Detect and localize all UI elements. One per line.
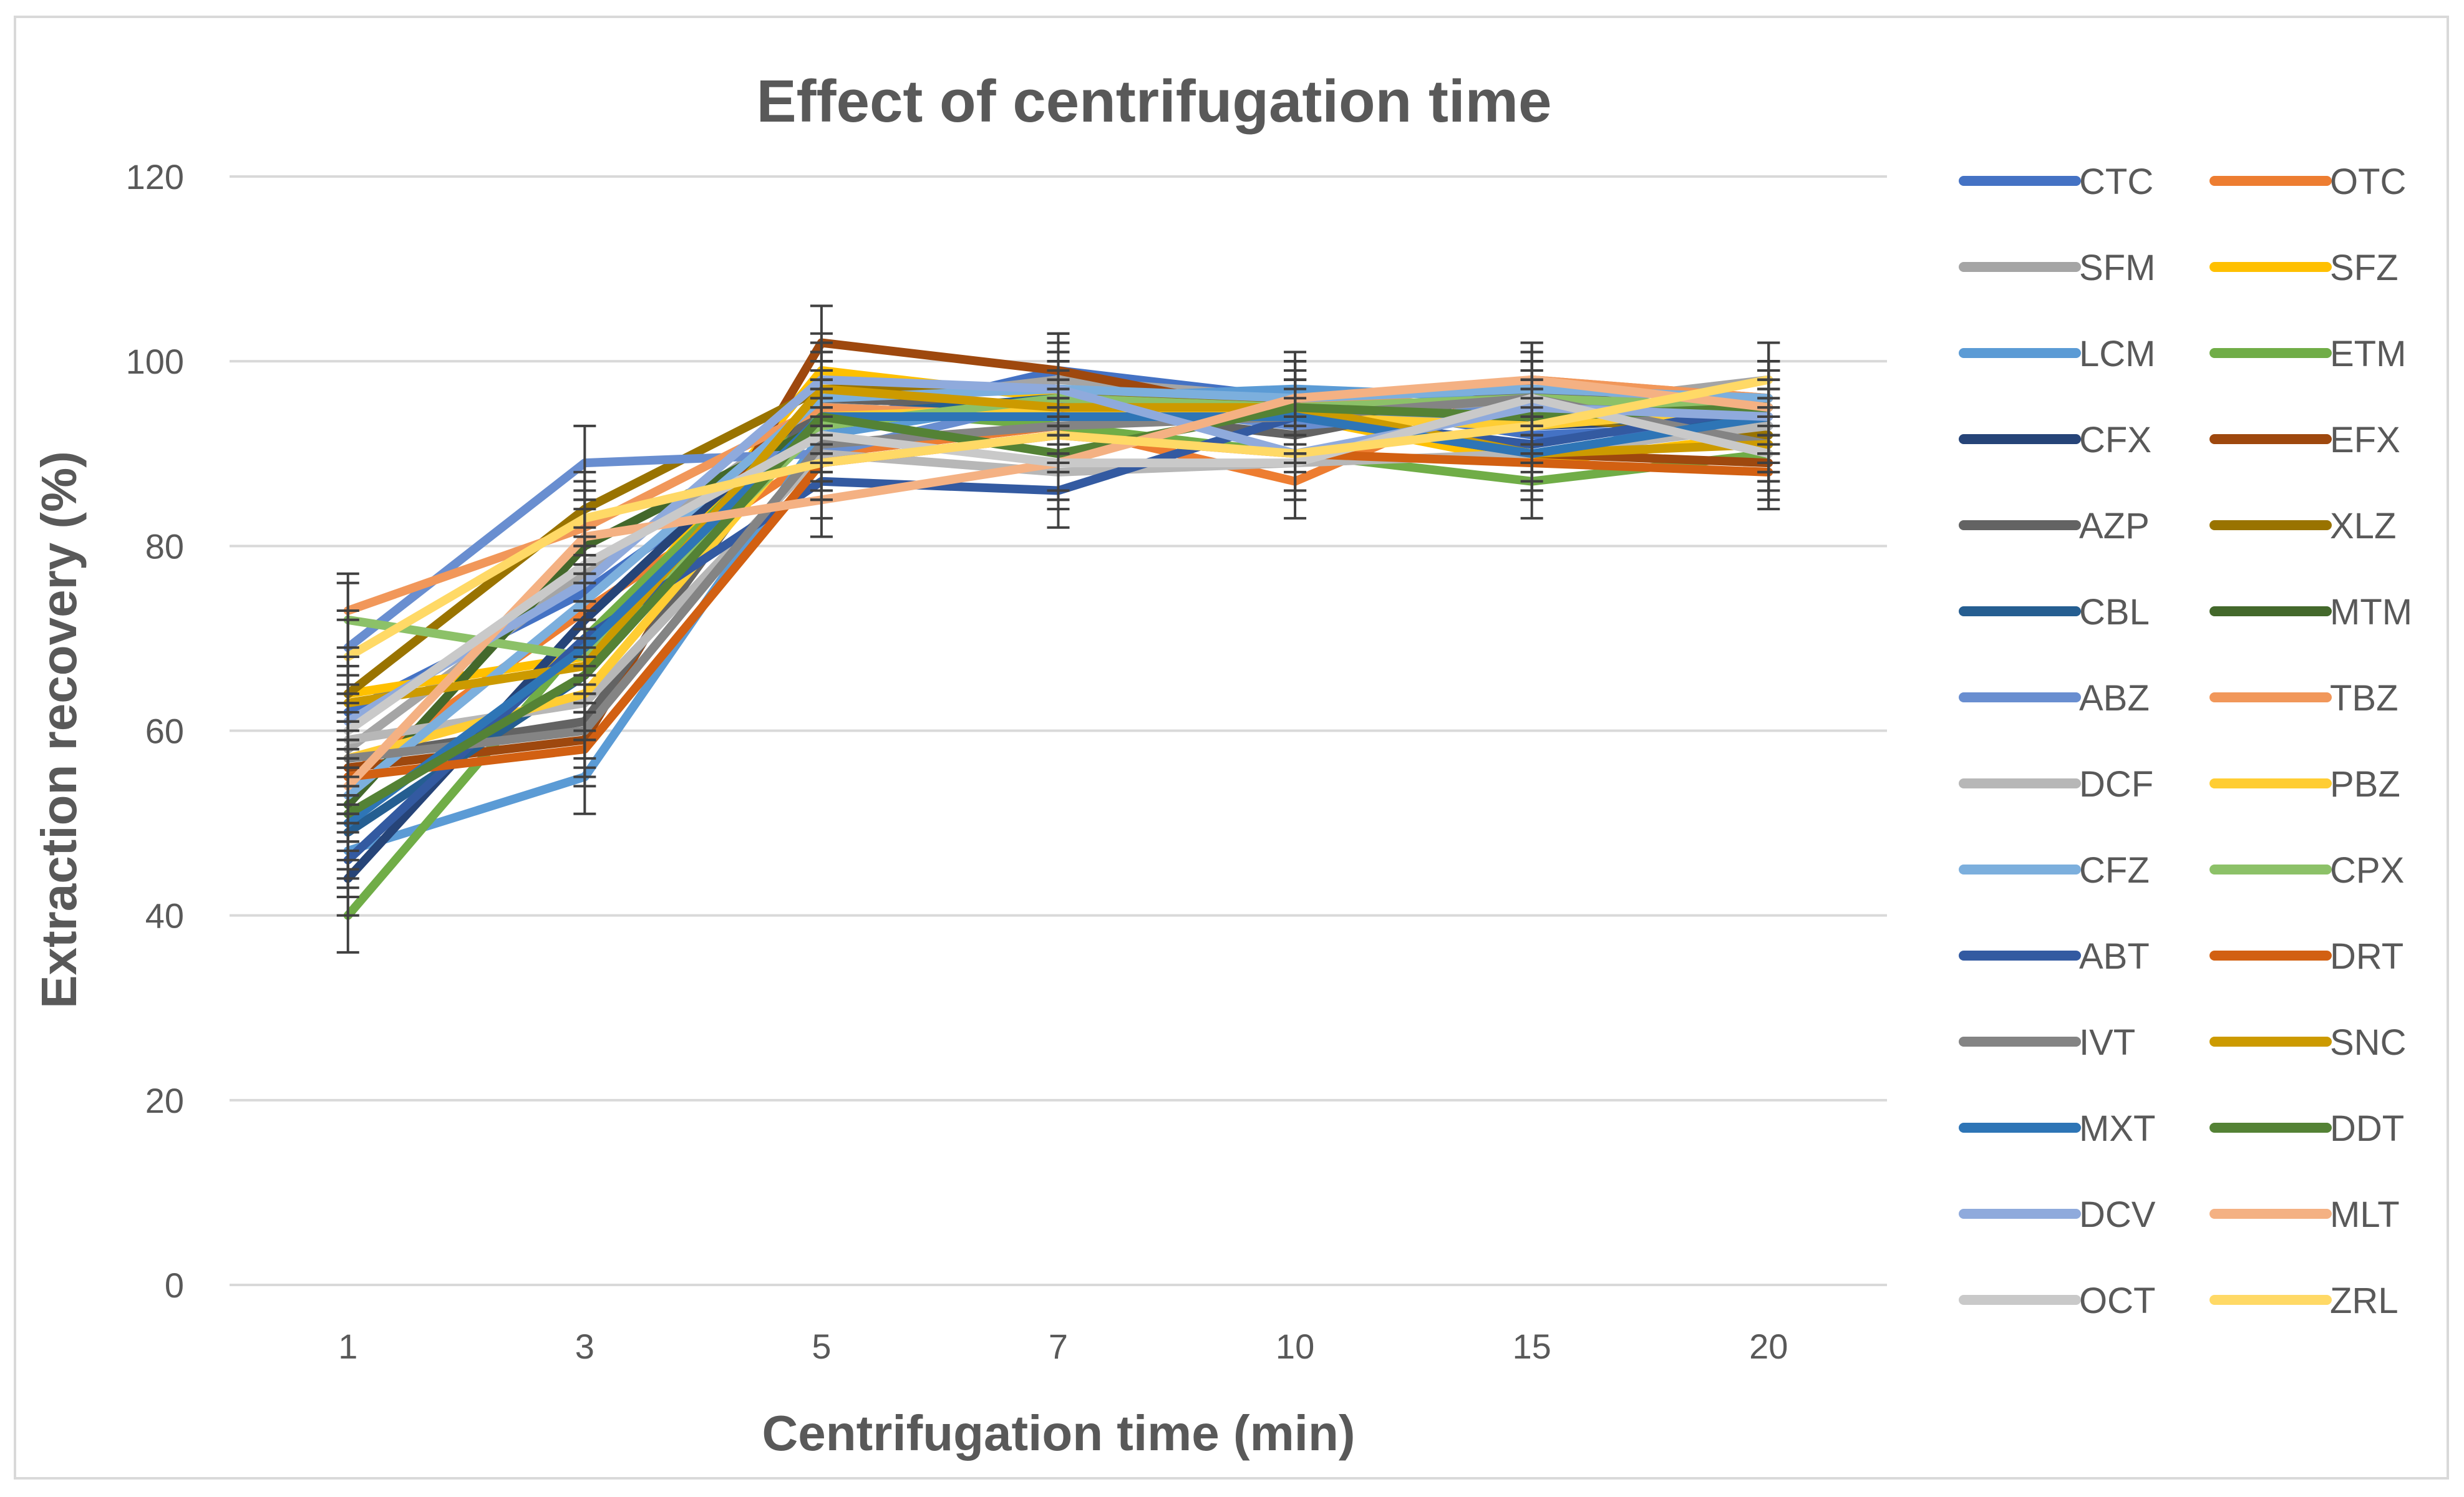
legend-item-dcf: DCF bbox=[1959, 764, 2153, 805]
error-bar bbox=[573, 637, 596, 714]
legend-item-cfx: CFX bbox=[1959, 420, 2151, 460]
legend-label: CTC bbox=[2079, 162, 2153, 202]
x-tick-label: 20 bbox=[1749, 1327, 1788, 1366]
legend-label: EFX bbox=[2330, 420, 2400, 460]
legend-label: OTC bbox=[2330, 162, 2406, 202]
legend-item-abz: ABZ bbox=[1959, 678, 2150, 719]
error-bar bbox=[573, 480, 596, 557]
chart-title: Effect of centrifugation time bbox=[757, 68, 1552, 135]
legend-item-mlt: MLT bbox=[2209, 1194, 2400, 1235]
error-bar bbox=[1284, 415, 1307, 492]
legend-label: SFZ bbox=[2330, 248, 2399, 288]
x-tick-label: 7 bbox=[1049, 1327, 1068, 1366]
y-tick-label: 40 bbox=[145, 896, 184, 936]
y-tick-label: 100 bbox=[126, 342, 184, 381]
legend-label: SNC bbox=[2330, 1022, 2406, 1063]
legend-item-snc: SNC bbox=[2209, 1022, 2406, 1063]
legend-item-cfz: CFZ bbox=[1959, 850, 2150, 891]
error-bar bbox=[1047, 397, 1070, 473]
x-axis-title: Centrifugation time (min) bbox=[762, 1405, 1355, 1461]
y-tick-label: 20 bbox=[145, 1081, 184, 1120]
legend-item-drt: DRT bbox=[2209, 936, 2403, 977]
error-bars bbox=[336, 304, 1780, 954]
legend-label: CPX bbox=[2330, 850, 2404, 891]
legend-item-ctc: CTC bbox=[1959, 162, 2153, 202]
legend-label: DCV bbox=[2079, 1194, 2156, 1235]
y-tick-label: 80 bbox=[145, 526, 184, 566]
legend-item-mtm: MTM bbox=[2209, 592, 2412, 632]
x-tick-label: 1 bbox=[338, 1327, 357, 1366]
legend-label: MTM bbox=[2330, 592, 2412, 632]
legend-label: CFX bbox=[2079, 420, 2151, 460]
legend-item-pbz: PBZ bbox=[2209, 764, 2400, 805]
legend-label: DRT bbox=[2330, 936, 2403, 977]
x-tick-label: 15 bbox=[1512, 1327, 1551, 1366]
legend-label: DCF bbox=[2079, 764, 2153, 805]
legend-label: XLZ bbox=[2330, 506, 2396, 546]
x-axis-ticks: 1 3 5 7 10 15 20 bbox=[338, 1327, 1788, 1366]
legend-item-sfm: SFM bbox=[1959, 248, 2155, 288]
legend-item-abt: ABT bbox=[1959, 936, 2150, 977]
x-tick-label: 10 bbox=[1276, 1327, 1314, 1366]
legend-item-etm: ETM bbox=[2209, 334, 2406, 374]
legend-label: MLT bbox=[2330, 1194, 2400, 1235]
error-bar bbox=[1520, 387, 1543, 465]
error-bar bbox=[810, 424, 833, 501]
legend-item-otc: OTC bbox=[2209, 162, 2406, 202]
legend-label: ZRL bbox=[2330, 1281, 2399, 1321]
y-tick-label: 120 bbox=[126, 157, 184, 196]
error-bar bbox=[1757, 341, 1780, 419]
legend-label: OCT bbox=[2079, 1281, 2155, 1321]
legend-label: ABZ bbox=[2079, 678, 2150, 719]
legend-item-ddt: DDT bbox=[2209, 1108, 2404, 1149]
legend-item-dcv: DCV bbox=[1959, 1194, 2156, 1235]
legend-label: DDT bbox=[2330, 1108, 2404, 1149]
legend-label: ABT bbox=[2079, 936, 2150, 977]
legend-item-tbz: TBZ bbox=[2209, 678, 2399, 719]
legend-item-sfz: SFZ bbox=[2209, 248, 2399, 288]
legend-label: SFM bbox=[2079, 248, 2155, 288]
legend-label: ETM bbox=[2330, 334, 2406, 374]
x-tick-label: 5 bbox=[812, 1327, 831, 1366]
legend-item-mxt: MXT bbox=[1959, 1108, 2155, 1149]
legend-label: CFZ bbox=[2079, 850, 2150, 891]
y-tick-label: 60 bbox=[145, 712, 184, 751]
legend-item-cbl: CBL bbox=[1959, 592, 2150, 632]
legend-item-oct: OCT bbox=[1959, 1281, 2155, 1321]
y-axis-ticks: 0 20 40 60 80 100 120 bbox=[126, 157, 184, 1305]
error-bar bbox=[336, 618, 359, 695]
legend-label: MXT bbox=[2079, 1108, 2155, 1149]
legend: CTC OTC SFM SFZ LCM ETM CFX EFX AZP XLZ CBL MTM ABZ T… bbox=[1959, 162, 2412, 1321]
x-tick-label: 3 bbox=[575, 1327, 594, 1366]
legend-label: IVT bbox=[2079, 1022, 2135, 1063]
legend-item-xlz: XLZ bbox=[2209, 506, 2396, 546]
y-tick-label: 0 bbox=[165, 1266, 184, 1305]
legend-item-ivt: IVT bbox=[1959, 1022, 2135, 1063]
legend-item-lcm: LCM bbox=[1959, 334, 2155, 374]
legend-label: CBL bbox=[2079, 592, 2150, 632]
legend-label: PBZ bbox=[2330, 764, 2400, 805]
legend-item-azp: AZP bbox=[1959, 506, 2150, 546]
legend-item-efx: EFX bbox=[2209, 420, 2400, 460]
legend-label: TBZ bbox=[2330, 678, 2399, 719]
legend-item-zrl: ZRL bbox=[2209, 1281, 2399, 1321]
y-axis-title: Extraction recovery (%) bbox=[31, 451, 87, 1009]
legend-label: AZP bbox=[2079, 506, 2150, 546]
legend-label: LCM bbox=[2079, 334, 2155, 374]
legend-item-cpx: CPX bbox=[2209, 850, 2404, 891]
